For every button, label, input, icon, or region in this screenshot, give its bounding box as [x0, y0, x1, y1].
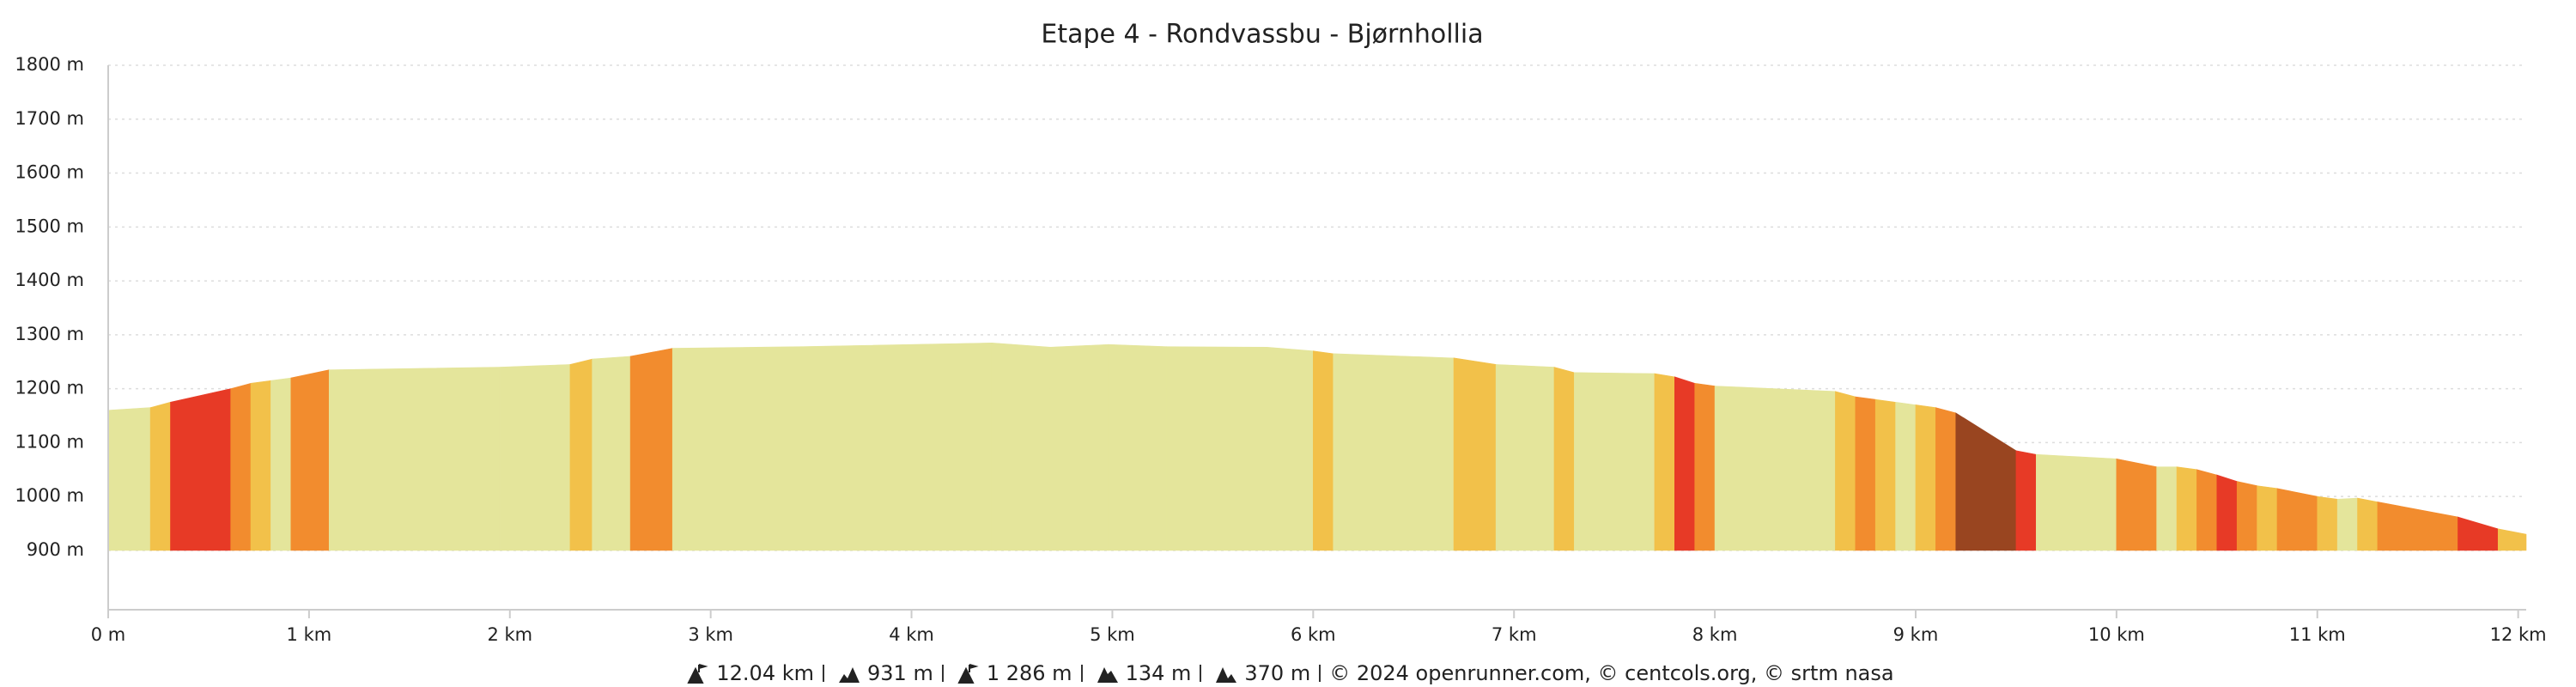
- elevation-segment: [1574, 372, 1656, 551]
- elevation-segment: [2015, 450, 2037, 551]
- x-tick-label: 4 km: [889, 624, 934, 645]
- y-tick-label: 1800 m: [15, 54, 84, 75]
- stat-min-altitude: 134 m: [1125, 661, 1192, 685]
- distance-icon: [687, 664, 709, 684]
- elevation-segment: [991, 342, 1051, 551]
- elevation-segment: [2116, 458, 2157, 551]
- x-tick-label: 7 km: [1492, 624, 1537, 645]
- elevation-segment: [170, 388, 231, 551]
- elevation-segment: [1333, 353, 1455, 551]
- elevation-segment: [230, 382, 252, 551]
- elevation-segment: [328, 367, 501, 551]
- elevation-segment: [2377, 502, 2458, 551]
- elevation-segment: [1553, 367, 1575, 551]
- footer: 12.04 km 931 m 1 286 m 134 m 370 m © 202…: [0, 660, 2576, 687]
- elevation-segment: [2216, 474, 2238, 551]
- y-tick-label: 1700 m: [15, 108, 84, 129]
- elevation-segment: [1835, 391, 1856, 551]
- elevation-segment: [250, 380, 271, 551]
- separator: [1080, 665, 1083, 682]
- descent-icon: [1216, 667, 1237, 683]
- elevation-segment: [1694, 383, 1716, 551]
- y-tick-label: 1600 m: [15, 162, 84, 183]
- elevation-segment: [2036, 453, 2117, 551]
- y-tick-label: 1400 m: [15, 270, 84, 290]
- elevation-segment: [592, 356, 631, 551]
- x-tick-label: 2 km: [487, 624, 532, 645]
- elevation-segment: [499, 364, 571, 551]
- stat-max-altitude: 1 286 m: [986, 661, 1072, 685]
- stat-descent: 370 m: [1244, 661, 1311, 685]
- x-tick-label: 9 km: [1893, 624, 1939, 645]
- elevation-segment: [2156, 466, 2178, 551]
- elevation-segment: [1313, 350, 1334, 551]
- y-tick-label: 900 m: [27, 539, 84, 560]
- separator: [1319, 665, 1321, 682]
- x-tick-label: 0 m: [91, 624, 126, 645]
- elevation-segment: [671, 346, 802, 551]
- elevation-segment: [2458, 516, 2499, 551]
- elevation-segment: [2497, 528, 2527, 551]
- y-tick-label: 1100 m: [15, 431, 84, 452]
- elevation-segment: [2176, 466, 2197, 551]
- elevation-segment: [2357, 497, 2379, 551]
- elevation-segment: [2336, 497, 2358, 551]
- elevation-segment: [270, 377, 292, 551]
- elevation-segment: [1495, 364, 1555, 551]
- elevation-segment: [2236, 481, 2257, 551]
- elevation-segment: [2276, 488, 2318, 551]
- ascent-icon: [839, 667, 860, 683]
- elevation-segment: [1267, 346, 1314, 551]
- elevation-segment: [1874, 398, 1896, 551]
- y-tick-label: 1500 m: [15, 216, 84, 236]
- max-altitude-icon: [957, 664, 979, 684]
- min-altitude-icon: [1097, 667, 1118, 683]
- x-tick-label: 5 km: [1090, 624, 1135, 645]
- x-tick-label: 1 km: [287, 624, 332, 645]
- y-tick-label: 1300 m: [15, 324, 84, 344]
- elevation-segment: [1915, 404, 1936, 551]
- elevation-segment: [1049, 344, 1109, 551]
- elevation-segment: [2196, 469, 2218, 551]
- elevation-segment: [1714, 386, 1836, 551]
- elevation-segment: [1855, 396, 1876, 551]
- stat-distance: 12.04 km: [716, 661, 815, 685]
- x-tick-label: 6 km: [1291, 624, 1336, 645]
- separator: [1200, 665, 1202, 682]
- x-tick-label: 11 km: [2289, 624, 2346, 645]
- chart-title: Etape 4 - Rondvassbu - Bjørnhollia: [1041, 20, 1483, 50]
- elevation-segment: [1108, 344, 1167, 551]
- elevation-segment: [800, 342, 993, 551]
- x-tick-label: 8 km: [1692, 624, 1738, 645]
- separator: [823, 665, 825, 682]
- elevation-segment: [1955, 412, 2017, 551]
- chart: Etape 4 - Rondvassbu - Bjørnhollia 900 m…: [15, 20, 2547, 646]
- elevation-segment: [1674, 376, 1696, 551]
- elevation-segment: [1453, 357, 1497, 551]
- elevation-segment: [569, 358, 592, 551]
- x-tick-label: 3 km: [688, 624, 733, 645]
- y-tick-label: 1000 m: [15, 485, 84, 506]
- x-tick-label: 10 km: [2088, 624, 2145, 645]
- stat-ascent: 931 m: [867, 661, 933, 685]
- elevation-segment: [2317, 495, 2338, 551]
- credits: © 2024 openrunner.com, © centcols.org, ©…: [1329, 661, 1894, 685]
- separator: [941, 665, 944, 682]
- elevation-segment: [2257, 485, 2278, 551]
- elevation-segment: [290, 369, 330, 551]
- x-tick-label: 12 km: [2490, 624, 2547, 645]
- elevation-segment: [1895, 401, 1917, 551]
- elevation-segment: [107, 407, 151, 551]
- elevation-segment: [1935, 407, 1957, 551]
- elevation-segment: [149, 401, 171, 551]
- elevation-segment: [1166, 346, 1267, 551]
- elevation-segment: [629, 348, 673, 551]
- elevation-segment: [1654, 373, 1675, 551]
- y-tick-label: 1200 m: [15, 378, 84, 398]
